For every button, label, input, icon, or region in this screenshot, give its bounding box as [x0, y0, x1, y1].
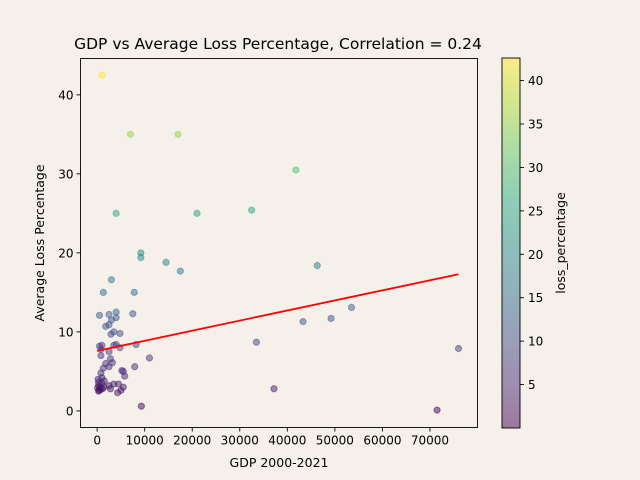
data-point [145, 354, 154, 362]
colorbar-gradient [501, 57, 521, 429]
colorbar-tick-label: 35 [528, 118, 543, 132]
x-tick-label: 70000 [411, 434, 449, 448]
data-point [176, 267, 184, 275]
plot-frame [80, 58, 478, 428]
plot-area: 0 10000 20000 30000 40000 50000 60000 70000 0 10… [58, 58, 478, 448]
data-point [113, 389, 122, 397]
x-tick-label: 30000 [221, 434, 259, 448]
colorbar-tick-label: 5 [528, 378, 536, 392]
data-point [112, 209, 120, 217]
data-point [106, 385, 115, 393]
colorbar-tick-label: 20 [528, 248, 543, 262]
x-tick-label: 0 [93, 434, 101, 448]
data-point [454, 344, 463, 353]
data-point [126, 130, 135, 138]
colorbar-tick-label: 40 [528, 74, 543, 88]
y-axis-label: Average Loss Percentage [32, 164, 47, 321]
trend-line [96, 273, 459, 352]
data-point [97, 351, 105, 360]
colorbar-label: loss_percentage [553, 192, 568, 294]
y-tick-label: 40 [58, 88, 73, 102]
scatter-points [94, 71, 463, 414]
x-tick-label: 10000 [126, 434, 164, 448]
y-axis-ticks: 0 10 20 30 40 [58, 88, 81, 418]
x-tick-label: 20000 [173, 434, 211, 448]
data-point [174, 130, 182, 138]
data-point [107, 276, 116, 284]
data-point [162, 258, 170, 266]
data-point [107, 330, 115, 338]
x-tick-label: 40000 [268, 434, 306, 448]
data-point [99, 288, 107, 296]
data-point [313, 261, 321, 270]
colorbar: 5 10 15 20 25 30 35 40 loss_percentage [501, 57, 568, 429]
data-point [137, 402, 145, 410]
data-point [95, 311, 104, 319]
data-point [327, 314, 335, 323]
colorbar-tick-label: 15 [528, 291, 543, 305]
data-point [193, 209, 201, 217]
data-point [130, 288, 138, 296]
data-point [433, 406, 441, 414]
x-axis-label: GDP 2000-2021 [230, 455, 329, 470]
data-point [292, 166, 300, 174]
data-point [131, 363, 139, 371]
data-point [252, 338, 261, 346]
y-tick-label: 0 [66, 404, 74, 418]
y-tick-label: 20 [58, 246, 73, 260]
data-point [248, 206, 256, 214]
y-tick-label: 10 [58, 325, 73, 339]
data-point [116, 329, 124, 338]
data-point [347, 303, 356, 311]
data-point [102, 322, 110, 330]
data-point [299, 318, 307, 326]
x-tick-label: 50000 [316, 434, 354, 448]
colorbar-tick-label: 30 [528, 161, 543, 175]
data-point [121, 372, 129, 380]
colorbar-ticks: 5 10 15 20 25 30 35 40 [520, 74, 543, 392]
x-axis-ticks: 0 10000 20000 30000 40000 50000 60000 70000 [93, 427, 449, 448]
data-point [129, 310, 137, 318]
data-point [94, 387, 103, 395]
y-tick-label: 30 [58, 167, 73, 181]
data-point [270, 385, 278, 393]
data-point [137, 254, 145, 262]
colorbar-tick-label: 25 [528, 204, 543, 218]
x-tick-label: 60000 [363, 434, 401, 448]
data-point [98, 71, 106, 79]
colorbar-tick-label: 10 [528, 335, 543, 349]
chart-title: GDP vs Average Loss Percentage, Correlat… [74, 35, 482, 53]
